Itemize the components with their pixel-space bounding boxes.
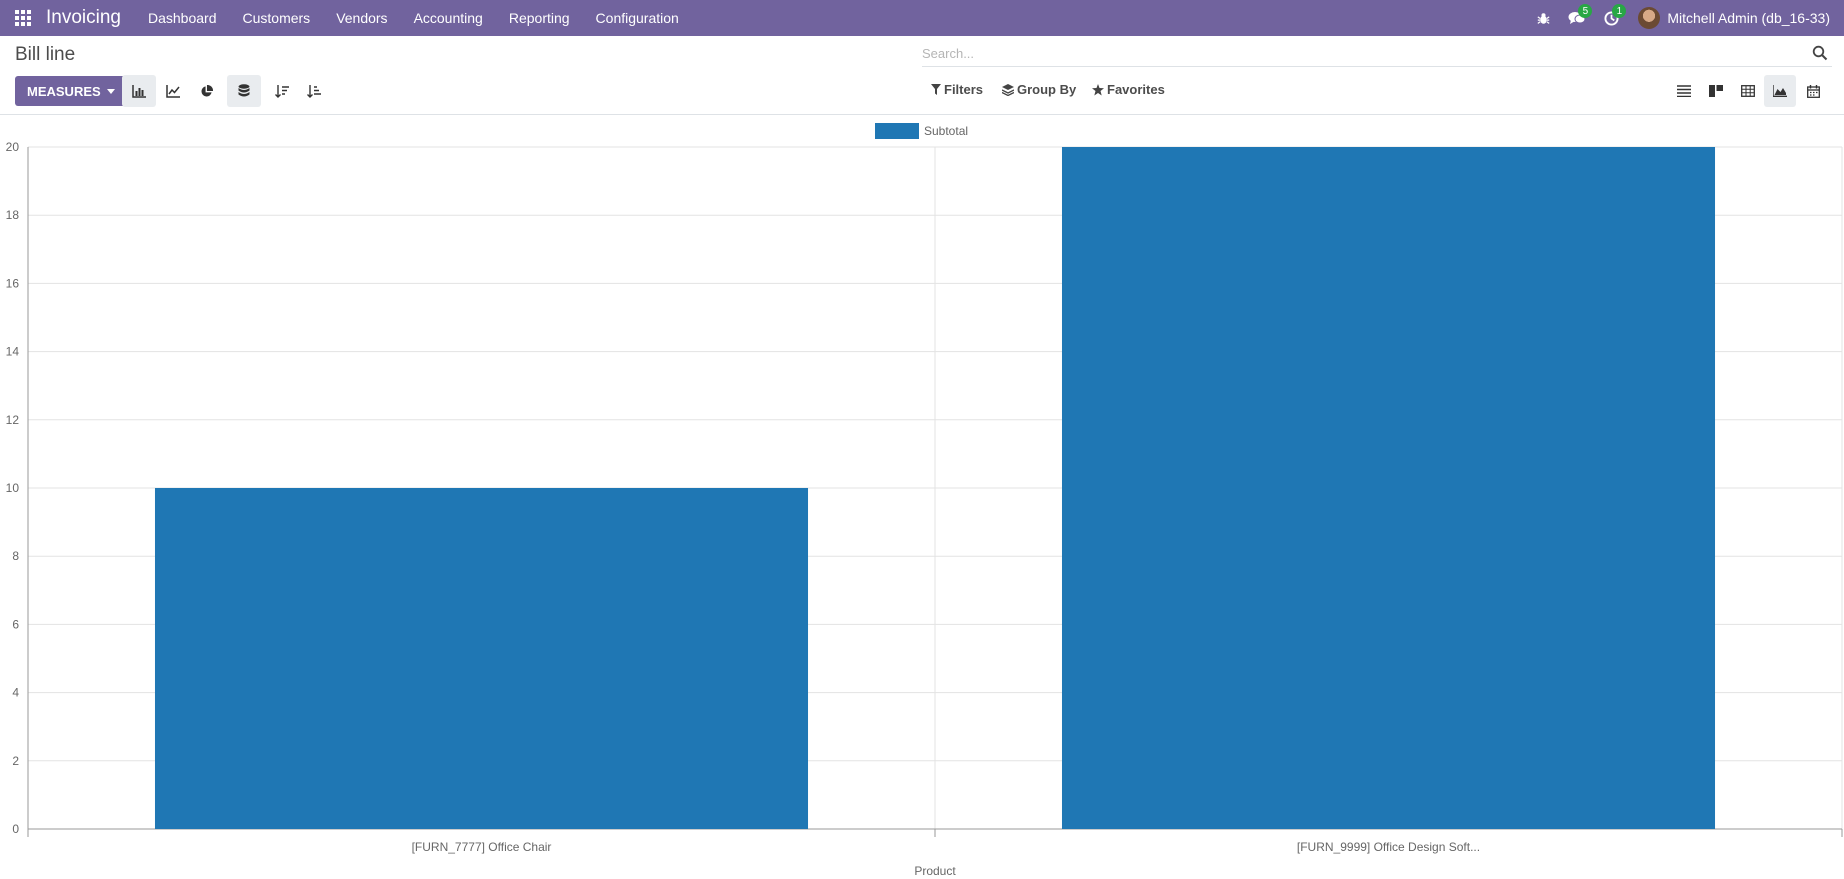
star-icon bbox=[1092, 83, 1104, 95]
sort-descending-button[interactable] bbox=[265, 75, 299, 107]
area-chart-icon bbox=[1773, 85, 1787, 97]
menu-accounting[interactable]: Accounting bbox=[413, 10, 483, 26]
measures-button[interactable]: MEASURES bbox=[15, 76, 127, 106]
y-tick-label: 14 bbox=[6, 345, 20, 359]
filter-funnel-icon bbox=[931, 84, 941, 95]
app-brand[interactable]: Invoicing bbox=[46, 7, 121, 28]
y-tick-label: 2 bbox=[12, 754, 19, 768]
list-view-icon bbox=[1677, 85, 1691, 97]
x-axis-title: Product bbox=[914, 864, 956, 878]
graph-view-button[interactable] bbox=[1764, 75, 1796, 107]
legend-label: Subtotal bbox=[924, 124, 969, 138]
y-tick-label: 18 bbox=[6, 208, 20, 222]
filters-button[interactable]: Filters bbox=[931, 82, 983, 97]
line-chart-icon bbox=[166, 84, 180, 98]
y-tick-label: 0 bbox=[12, 822, 19, 836]
pivot-view-button[interactable] bbox=[1732, 75, 1764, 107]
kanban-view-button[interactable] bbox=[1700, 75, 1732, 107]
favorites-button[interactable]: Favorites bbox=[1092, 82, 1165, 97]
menu-customers[interactable]: Customers bbox=[242, 10, 311, 26]
menu-vendors[interactable]: Vendors bbox=[336, 10, 388, 26]
avatar bbox=[1638, 7, 1661, 29]
activities-badge: 1 bbox=[1612, 4, 1627, 18]
page-title: Bill line bbox=[15, 44, 76, 65]
sort-ascending-button[interactable] bbox=[297, 75, 331, 107]
stacked-button[interactable] bbox=[227, 75, 261, 107]
menu-reporting[interactable]: Reporting bbox=[508, 10, 570, 26]
debug-bug-icon[interactable] bbox=[1526, 0, 1560, 36]
messages-icon[interactable]: 5 bbox=[1560, 0, 1594, 36]
search-icon[interactable] bbox=[1812, 45, 1828, 61]
y-tick-label: 4 bbox=[12, 686, 19, 700]
calendar-icon bbox=[1806, 84, 1820, 98]
kanban-view-icon bbox=[1709, 85, 1723, 97]
legend-swatch bbox=[875, 123, 919, 139]
list-view-button[interactable] bbox=[1668, 75, 1700, 107]
database-stack-icon bbox=[238, 84, 250, 97]
bar-chart-button[interactable] bbox=[122, 75, 156, 107]
sort-ascending-icon bbox=[307, 84, 321, 98]
pie-chart-icon bbox=[200, 84, 213, 97]
bar-2 bbox=[1061, 147, 1716, 829]
bar-1 bbox=[154, 488, 809, 829]
filters-label: Filters bbox=[944, 82, 984, 97]
table-grid-icon bbox=[1741, 85, 1755, 97]
control-panel-divider bbox=[0, 114, 1844, 115]
x-tick-label: [FURN_9999] Office Design Soft... bbox=[1297, 840, 1480, 854]
sort-descending-icon bbox=[275, 84, 289, 98]
search-bar bbox=[922, 41, 1832, 67]
menu-dashboard[interactable]: Dashboard bbox=[148, 10, 217, 26]
group-by-button[interactable]: Group By bbox=[1002, 82, 1076, 97]
calendar-view-button[interactable] bbox=[1797, 75, 1829, 107]
user-menu[interactable]: Mitchell Admin (db_16-33) bbox=[1628, 7, 1844, 29]
app-menu-icon[interactable] bbox=[0, 0, 46, 36]
x-tick-label: [FURN_7777] Office Chair bbox=[412, 840, 552, 854]
measures-label: MEASURES bbox=[27, 83, 101, 99]
favorites-label: Favorites bbox=[1107, 82, 1165, 97]
activities-clock-icon[interactable]: 1 bbox=[1594, 0, 1628, 36]
menu-configuration[interactable]: Configuration bbox=[595, 10, 679, 26]
search-input[interactable] bbox=[922, 41, 1802, 65]
bar-chart-icon bbox=[132, 84, 146, 98]
y-tick-label: 10 bbox=[6, 481, 20, 495]
chart-legend[interactable]: Subtotal bbox=[875, 123, 968, 139]
layers-icon bbox=[1002, 83, 1014, 96]
line-chart-button[interactable] bbox=[156, 75, 190, 107]
pie-chart-button[interactable] bbox=[189, 75, 223, 107]
y-tick-label: 12 bbox=[6, 413, 20, 427]
group-by-label: Group By bbox=[1017, 82, 1077, 97]
y-tick-label: 16 bbox=[6, 276, 20, 290]
y-tick-label: 20 bbox=[6, 140, 20, 154]
y-tick-label: 6 bbox=[12, 617, 19, 631]
y-tick-label: 8 bbox=[12, 549, 19, 563]
top-navbar: Invoicing Dashboard Customers Vendors Ac… bbox=[0, 0, 1844, 36]
messages-badge: 5 bbox=[1578, 4, 1593, 18]
user-name: Mitchell Admin (db_16-33) bbox=[1667, 10, 1830, 26]
caret-down-icon bbox=[106, 88, 115, 94]
